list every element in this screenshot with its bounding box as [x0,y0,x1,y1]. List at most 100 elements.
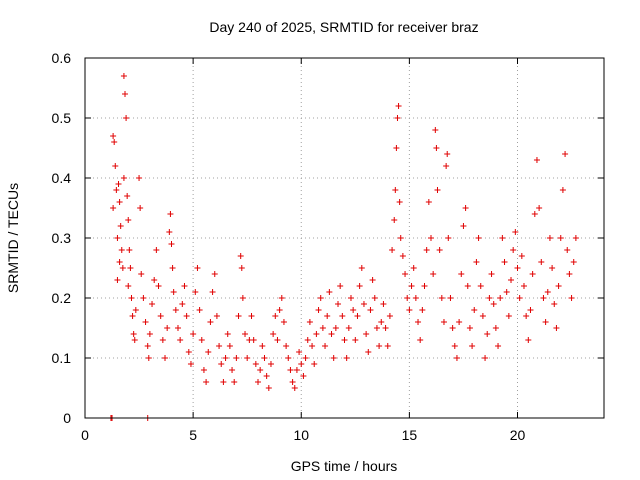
data-point [149,301,156,307]
data-point [205,349,212,355]
data-point [564,247,571,253]
data-point [397,235,404,241]
data-point [172,307,179,313]
data-point [164,325,171,331]
x-tick-label: 10 [293,427,309,443]
data-point [287,367,294,373]
data-point [492,325,499,331]
data-point [209,289,216,295]
data-point [127,265,134,271]
data-point [330,355,337,361]
x-tick-label: 0 [81,427,89,443]
data-point [544,289,551,295]
data-point [533,157,540,163]
data-point [365,349,372,355]
grid-layer [85,58,604,418]
data-point [274,337,281,343]
data-point [162,355,169,361]
data-point [525,337,532,343]
data-point [356,283,363,289]
data-point [237,253,244,259]
data-point [270,331,277,337]
data-point [200,367,207,373]
data-point [380,301,387,307]
data-point [345,325,352,331]
data-point [341,337,348,343]
data-point [384,343,391,349]
data-point [417,337,424,343]
data-point [531,211,538,217]
data-point [486,295,493,301]
data-point [231,379,238,385]
data-point [572,235,579,241]
data-point [495,343,502,349]
data-point [224,331,231,337]
data-point [174,325,181,331]
y-tick-label: 0.3 [52,230,72,246]
plot-frame [84,57,605,419]
data-point [520,283,527,289]
data-point [300,373,307,379]
data-point [432,127,439,133]
data-point [226,343,233,349]
data-point [185,349,192,355]
data-point [263,373,270,379]
data-point [538,259,545,265]
data-point [151,277,158,283]
data-point [117,223,124,229]
data-point [425,199,432,205]
data-point [130,331,137,337]
data-point [313,331,320,337]
data-point [505,313,512,319]
data-point [555,283,562,289]
data-point [116,259,123,265]
x-tick-label: 15 [402,427,418,443]
data-point [516,295,523,301]
data-point [124,193,131,199]
data-point [462,205,469,211]
data-point [218,361,225,367]
data-point [436,247,443,253]
data-point [332,325,339,331]
data-point [499,235,506,241]
x-tick-label: 20 [510,427,526,443]
y-tick-labels: 0 0.1 0.2 0.3 0.4 0.5 0.6 [52,50,72,426]
data-point [360,301,367,307]
data-point [458,271,465,277]
data-point [248,313,255,319]
data-point [276,307,283,313]
y-tick-label: 0.4 [52,170,72,186]
data-point [302,355,309,361]
data-point [114,277,121,283]
data-point [311,361,318,367]
data-point [389,247,396,253]
data-point [250,337,257,343]
data-point [120,175,127,181]
data-point [501,259,508,265]
data-point [337,283,344,289]
data-point [503,289,510,295]
data-point [132,307,139,313]
data-point [265,385,272,391]
data-point [527,307,534,313]
data-point [211,271,218,277]
data-point [335,301,342,307]
data-point [440,319,447,325]
data-point [536,205,543,211]
data-point [373,325,380,331]
data-point [207,319,214,325]
data-point [190,331,197,337]
data-point [322,343,329,349]
data-point [159,337,166,343]
data-point [406,307,413,313]
data-point [136,175,143,181]
data-point [183,313,190,319]
data-point [153,247,160,253]
data-point [138,271,145,277]
data-point [131,337,138,343]
data-point [261,355,268,361]
data-point [523,313,530,319]
data-point [203,379,210,385]
data-point [142,319,149,325]
